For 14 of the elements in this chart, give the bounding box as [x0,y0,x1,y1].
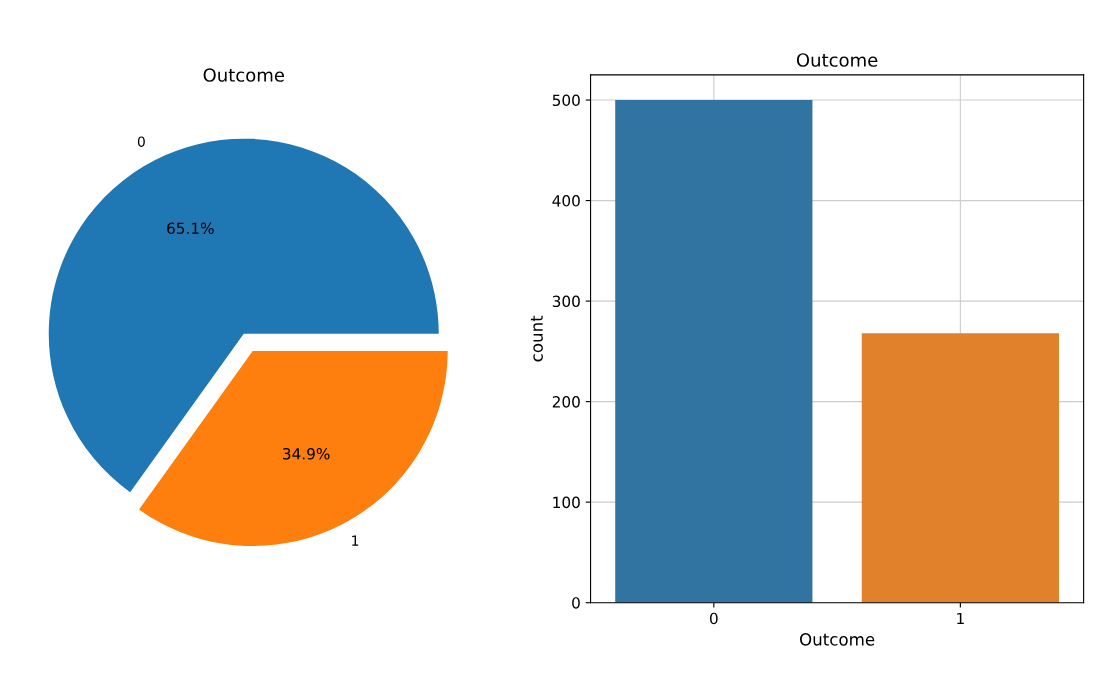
slice-label: 0 [137,136,145,147]
x-axis-title: Outcome [799,633,875,646]
y-tick-label: 300 [552,295,580,308]
y-tick-label: 100 [553,496,580,509]
data-label: 65.1% [167,222,214,235]
y-tick-label: 500 [552,94,580,107]
slice-label: 1 [352,535,359,546]
chart-title: Outcome [203,68,284,82]
y-tick-label: 200 [552,396,580,408]
y-axis-title: count [530,315,543,362]
chart-title: Outcome [796,53,878,67]
y-tick-label: 400 [552,195,580,207]
y-tick-label: 0 [572,597,580,609]
data-label: 34.9% [283,448,330,460]
